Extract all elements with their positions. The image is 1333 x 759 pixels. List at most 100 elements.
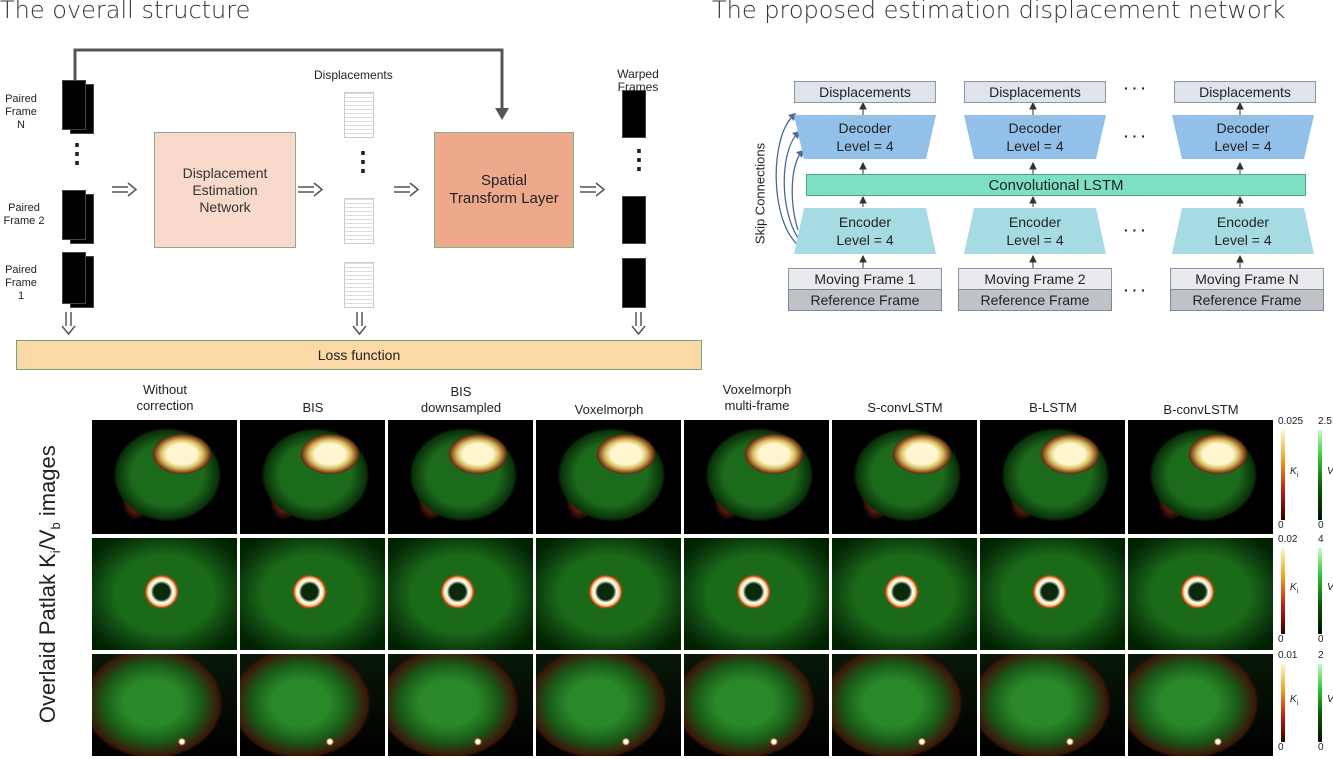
- paired-frame-2-image: [62, 190, 86, 240]
- col2-encoder-box: Encoder Level = 4: [964, 208, 1106, 254]
- col1-moving-frame: Moving Frame 1: [788, 268, 942, 290]
- colorbar-ki-max: 0.025: [1278, 416, 1304, 427]
- brain-row-panel: [980, 420, 1125, 534]
- liver-row-panel: [980, 654, 1125, 756]
- col-label-voxelmorph-multiframe: Voxelmorph multi-frame: [722, 382, 792, 413]
- col2-decoder-box: Decoder Level = 4: [964, 115, 1106, 159]
- results-ylabel: Overlaid Patlak Ki/Vb images: [34, 445, 64, 724]
- warped-frame-2: [622, 196, 646, 244]
- col2-displacements-box: Displacements: [964, 81, 1106, 103]
- liver-row-panel: [684, 654, 829, 756]
- dots-top: · · ·: [1124, 80, 1146, 96]
- results-image-grid: [92, 420, 1276, 756]
- displacement-field-1: [344, 262, 374, 308]
- feedback-line: [73, 48, 504, 110]
- liver-row-panel: [240, 654, 385, 756]
- heart-row-panel: [536, 538, 681, 650]
- colorbar-vb-max: 4: [1318, 534, 1324, 545]
- col-label-s-convlstm: S-convLSTM: [867, 400, 943, 415]
- displacement-field-n: [344, 92, 374, 138]
- colorbar-vb-max: 2: [1318, 650, 1324, 661]
- colorbar-vb-min: 0: [1318, 634, 1324, 645]
- colorbar-vb-label: Vb: [1327, 694, 1333, 707]
- paired-frame-1-image: [62, 252, 86, 304]
- colorbar-ki: [1281, 430, 1285, 520]
- liver-row-panel: [536, 654, 681, 756]
- col2-moving-frame: Moving Frame 2: [958, 268, 1112, 290]
- warped-frames-ellipsis: ⋮: [626, 144, 652, 174]
- brain-row-panel: [240, 420, 385, 534]
- colorbar-ki-label: Ki: [1290, 582, 1299, 595]
- brain-row-panel: [684, 420, 829, 534]
- paired-frame-n-image: [62, 80, 86, 130]
- overall-structure-connectors: [61, 48, 646, 336]
- liver-row-panel: [92, 654, 237, 756]
- network-title: The proposed estimation displacement net…: [712, 0, 1286, 24]
- col1-decoder-box: Decoder Level = 4: [794, 115, 936, 159]
- dots-decoder: · · ·: [1124, 128, 1146, 144]
- displacements-label: Displacements: [314, 68, 393, 82]
- overall-structure-title: The overall structure: [0, 0, 251, 24]
- colorbar-vb: [1318, 664, 1322, 742]
- colorbar-ki-label: Ki: [1290, 466, 1299, 479]
- liver-row-panel: [832, 654, 977, 756]
- brain-row-panel: [536, 420, 681, 534]
- heart-row-panel: [240, 538, 385, 650]
- skip-connections-label: Skip Connections: [752, 142, 768, 245]
- col-label-b-lstm: B-LSTM: [1029, 400, 1077, 415]
- heart-row-panel: [388, 538, 533, 650]
- paired-frames-ellipsis: ⋮: [64, 138, 90, 168]
- colorbar-ki-min: 0: [1278, 520, 1284, 531]
- brain-row-panel: [92, 420, 237, 534]
- colorbar-vb-label: Vb: [1327, 582, 1333, 595]
- network-connectors: [775, 101, 1244, 268]
- colorbar-vb-min: 0: [1318, 742, 1324, 753]
- col1-reference-frame: Reference Frame: [788, 289, 942, 311]
- col-label-bis: BIS: [302, 400, 324, 415]
- loss-function-bar: Loss function: [16, 340, 702, 370]
- col2-reference-frame: Reference Frame: [958, 289, 1112, 311]
- heart-row-panel: [92, 538, 237, 650]
- heart-row-panel: [684, 538, 829, 650]
- colorbar-ki-max: 0.02: [1278, 534, 1298, 545]
- colorbar-vb-max: 2.5: [1318, 416, 1332, 427]
- col-label-bis-downsampled: BIS downsampled: [420, 384, 502, 415]
- colorbar-ki-label: Ki: [1290, 694, 1299, 707]
- col3-moving-frame: Moving Frame N: [1170, 268, 1324, 290]
- displacement-field-2: [344, 198, 374, 244]
- colorbar-ki-min: 0: [1278, 742, 1284, 753]
- brain-row-panel: [1128, 420, 1273, 534]
- warped-frame-n: [622, 90, 646, 138]
- colorbar-ki-min: 0: [1278, 634, 1284, 645]
- col-label-voxelmorph: Voxelmorph: [574, 402, 644, 417]
- brain-row-panel: [388, 420, 533, 534]
- heart-row-panel: [980, 538, 1125, 650]
- convolutional-lstm-bar: Convolutional LSTM: [806, 174, 1306, 196]
- heart-row-panel: [832, 538, 977, 650]
- dots-encoder: · · ·: [1124, 222, 1146, 238]
- colorbar-ki: [1281, 664, 1285, 742]
- col-label-b-convlstm: B-convLSTM: [1163, 402, 1239, 417]
- spatial-transform-layer-box: Spatial Transform Layer: [434, 132, 574, 248]
- colorbar-vb: [1318, 430, 1322, 520]
- dots-frames: · · ·: [1124, 282, 1146, 298]
- colorbar-ki: [1281, 548, 1285, 634]
- col3-displacements-box: Displacements: [1174, 81, 1316, 103]
- displacements-ellipsis: ⋮: [350, 146, 376, 176]
- colorbar-ki-max: 0.01: [1278, 650, 1298, 661]
- heart-row-panel: [1128, 538, 1273, 650]
- paired-frame-2-label: Paired Frame 2: [3, 202, 45, 227]
- paired-frame-n-label: Paired Frame N: [5, 93, 37, 131]
- col1-encoder-box: Encoder Level = 4: [794, 208, 936, 254]
- col3-decoder-box: Decoder Level = 4: [1172, 115, 1314, 159]
- col1-displacements-box: Displacements: [794, 81, 936, 103]
- colorbar-vb-min: 0: [1318, 520, 1324, 531]
- colorbar-vb-label: Vb: [1327, 466, 1333, 479]
- col-label-without-correction: Without correction: [136, 382, 194, 413]
- skip-connections-label-wrap: Skip Connections: [750, 132, 770, 256]
- col3-reference-frame: Reference Frame: [1170, 289, 1324, 311]
- warped-frame-1: [622, 258, 646, 308]
- col3-encoder-box: Encoder Level = 4: [1172, 208, 1314, 254]
- liver-row-panel: [388, 654, 533, 756]
- colorbars: 0.025 2.5 Ki Vb 0 0 0.02 4 Ki Vb 0 0 0.01 2 Ki Vb 0 0: [1278, 416, 1333, 756]
